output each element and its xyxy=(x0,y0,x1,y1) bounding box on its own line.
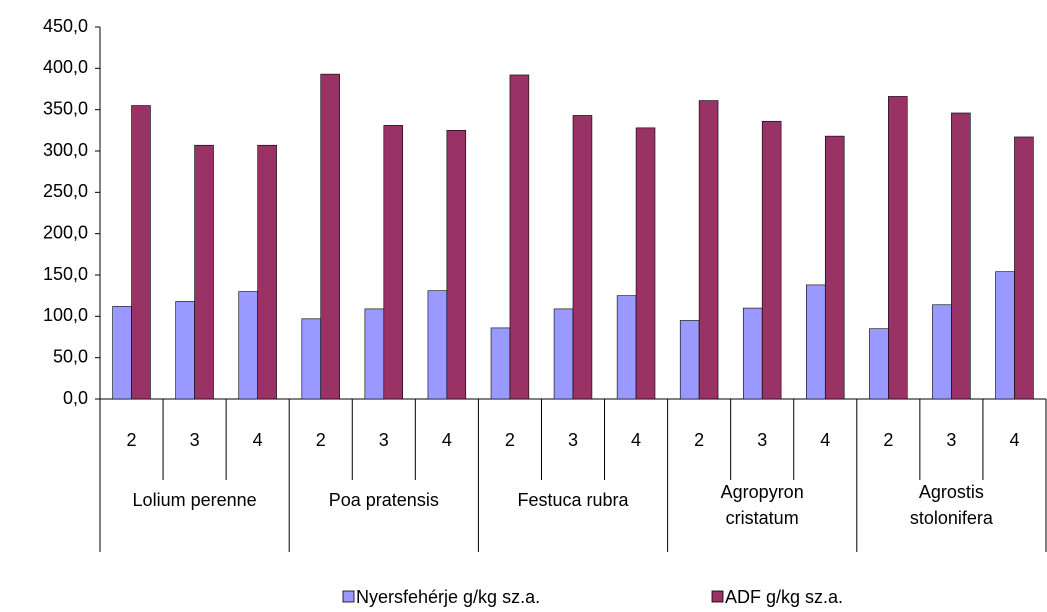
y-tick-label: 200,0 xyxy=(43,222,88,242)
bar xyxy=(446,130,467,400)
group-label: Poa pratensis xyxy=(328,490,439,510)
bar xyxy=(257,144,277,400)
bar xyxy=(572,115,593,400)
bar xyxy=(131,105,151,400)
bar xyxy=(238,291,258,400)
x-tick-label: 4 xyxy=(253,430,263,450)
group-label: Festuca rubra xyxy=(517,490,629,510)
bar xyxy=(679,320,700,400)
y-tick-label: 350,0 xyxy=(43,98,88,118)
bar xyxy=(490,327,511,400)
x-tick-label: 3 xyxy=(379,430,389,450)
y-tick-label: 300,0 xyxy=(43,140,88,160)
bar xyxy=(951,112,971,400)
group-label: Agropyron cristatum xyxy=(720,482,804,528)
y-tick-label: 150,0 xyxy=(43,264,88,284)
legend-label: ADF g/kg sz.a. xyxy=(725,587,843,607)
y-tick-label: 450,0 xyxy=(43,16,88,36)
bar xyxy=(742,307,763,400)
x-tick-label: 4 xyxy=(442,430,452,450)
bar xyxy=(175,301,195,400)
bar xyxy=(932,304,952,400)
x-tick-label: 2 xyxy=(694,430,704,450)
bar xyxy=(383,125,404,400)
bar xyxy=(616,295,637,400)
bar xyxy=(824,135,845,400)
group-label: Lolium perenne xyxy=(132,490,257,510)
bar xyxy=(427,290,448,400)
x-tick-label: 2 xyxy=(883,430,893,450)
x-tick-label: 4 xyxy=(1009,430,1019,450)
x-tick-label: 3 xyxy=(190,430,200,450)
bar xyxy=(320,73,340,400)
bar xyxy=(194,144,214,400)
y-tick-label: 400,0 xyxy=(43,57,88,77)
bar xyxy=(1014,136,1034,400)
bar xyxy=(995,271,1015,400)
bar xyxy=(888,96,908,400)
group-label: Agrostis stolonifera xyxy=(909,482,993,528)
bar xyxy=(364,308,385,400)
x-tick-label: 4 xyxy=(820,430,830,450)
x-tick-label: 3 xyxy=(568,430,578,450)
bar xyxy=(869,328,889,400)
y-tick-label: 100,0 xyxy=(43,305,88,325)
x-tick-label: 3 xyxy=(757,430,767,450)
x-tick-label: 4 xyxy=(631,430,641,450)
x-tick-label: 3 xyxy=(946,430,956,450)
bar xyxy=(698,100,719,400)
bar xyxy=(806,284,826,400)
y-tick-label: 0,0 xyxy=(63,388,88,408)
bar xyxy=(553,308,574,400)
bar xyxy=(301,318,322,400)
bar xyxy=(112,306,132,400)
x-tick-label: 2 xyxy=(316,430,326,450)
y-tick-label: 50,0 xyxy=(53,346,88,366)
legend-swatch xyxy=(711,590,724,603)
bar xyxy=(509,74,530,400)
x-tick-label: 2 xyxy=(505,430,515,450)
y-tick-label: 250,0 xyxy=(43,181,88,201)
bar xyxy=(761,120,782,400)
bar xyxy=(635,127,656,400)
legend-label: Nyersfehérje g/kg sz.a. xyxy=(356,587,540,607)
legend-swatch xyxy=(342,590,355,603)
x-tick-label: 2 xyxy=(127,430,137,450)
